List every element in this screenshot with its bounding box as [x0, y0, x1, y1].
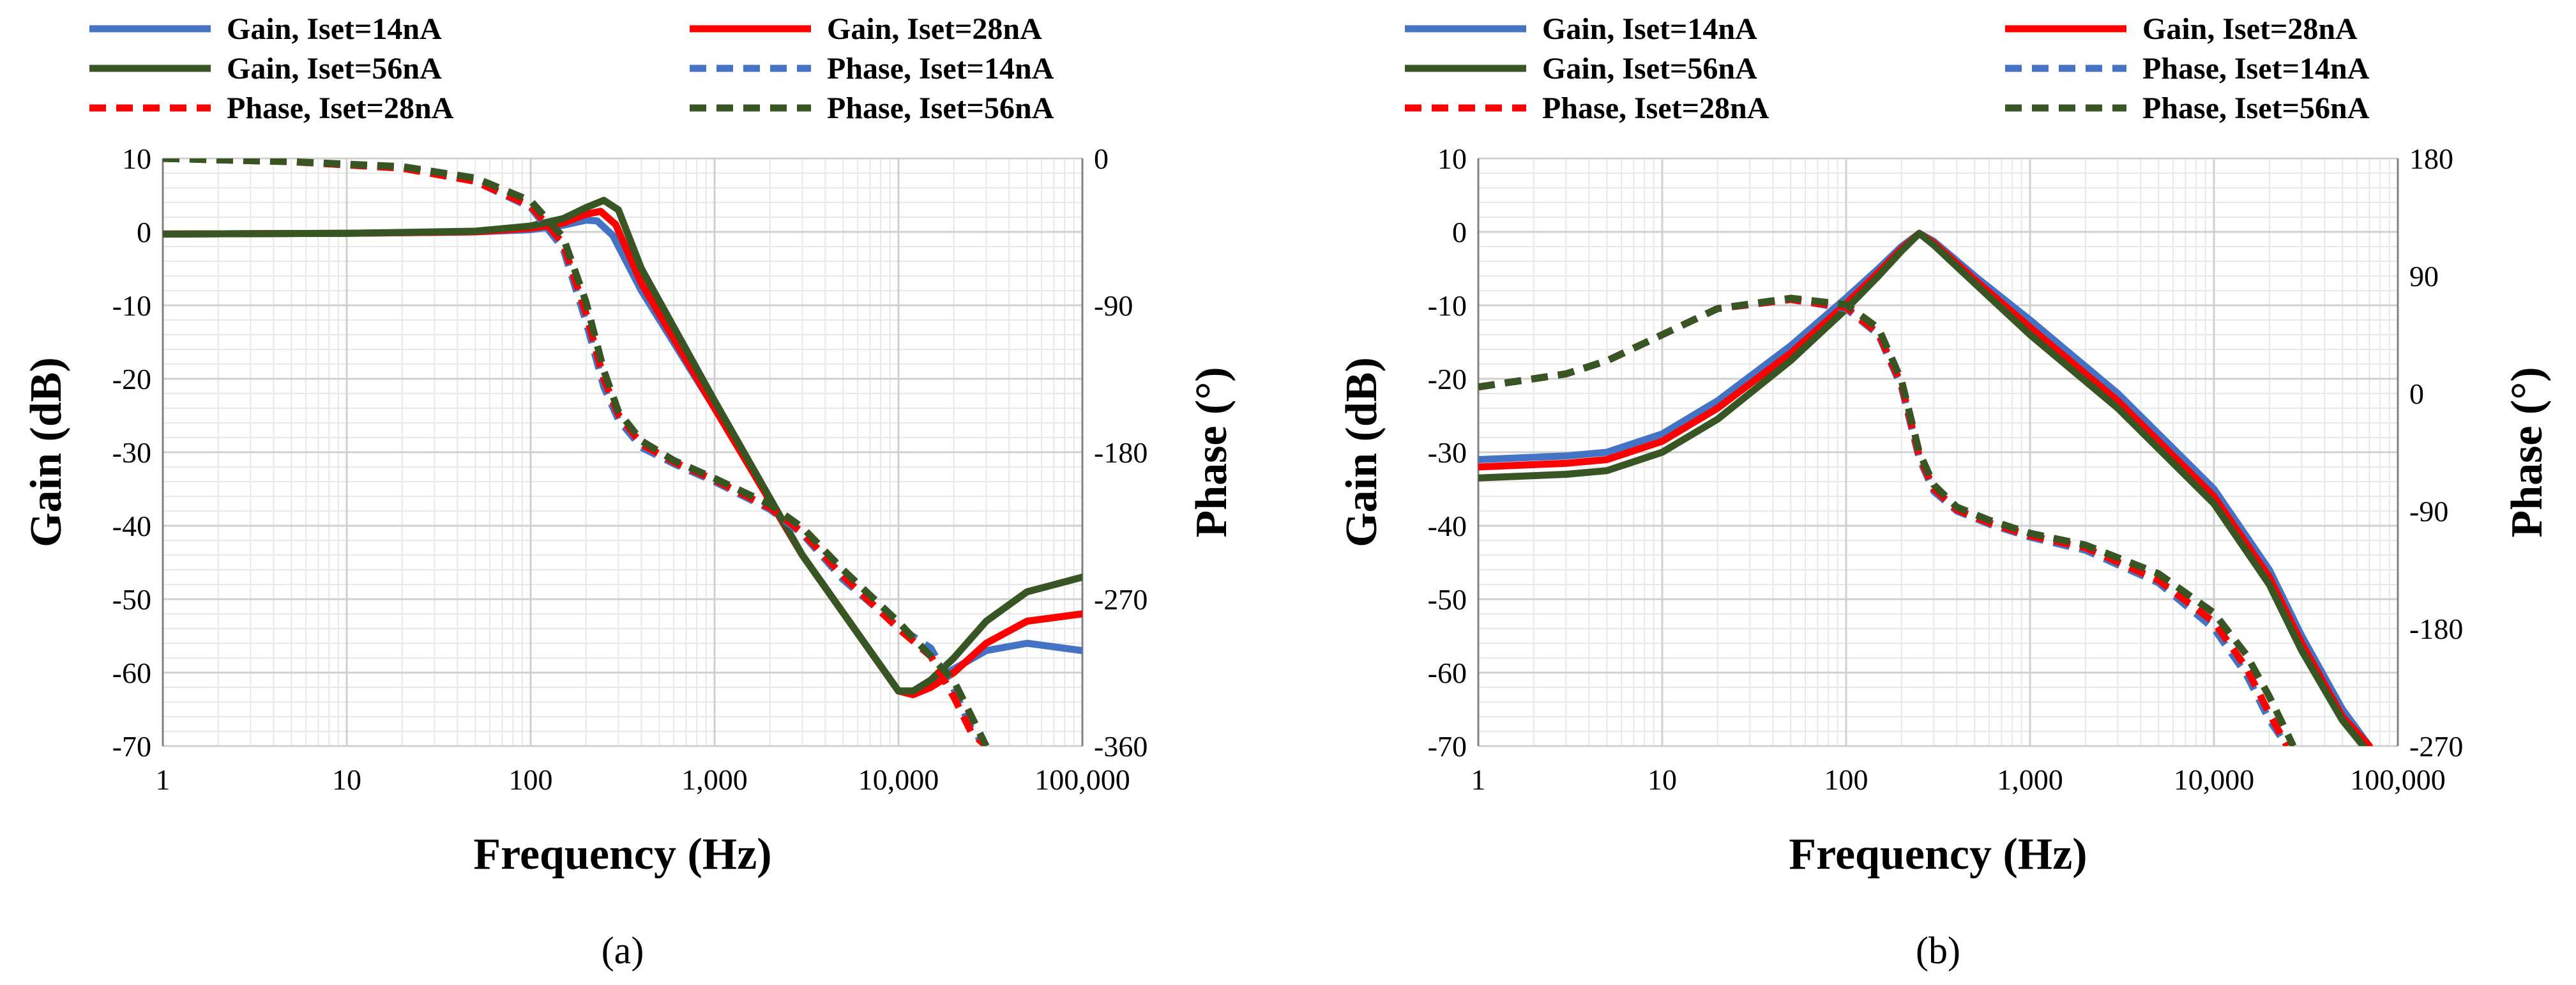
x-tick-label: 100,000 [1034, 763, 1130, 796]
x-tick-label: 10,000 [858, 763, 939, 796]
y-tick-label: -20 [112, 363, 151, 395]
y2-tick-label: 90 [2409, 260, 2439, 293]
chart-panel-b: -70 -60 -50 -40 -30 -20 -10 0 10 -270 -180 -90 0 90 18… [1337, 12, 2552, 879]
x-tick-label: 10 [1648, 763, 1677, 796]
y-tick-label: -10 [1428, 289, 1467, 322]
legend-label: Phase, Iset=56nA [827, 91, 1054, 125]
caption-a: (a) [602, 929, 644, 972]
x-tick-label: 1,000 [681, 763, 748, 796]
x-axis-title: Frequency (Hz) [1789, 830, 2087, 879]
legend-label: Gain, Iset=14nA [1542, 12, 1757, 46]
series-group [1478, 229, 2373, 746]
series-line-phase-iset-56na [1478, 294, 2297, 746]
legend-label: Gain, Iset=56nA [1542, 52, 1757, 86]
y-tick-label: 10 [122, 142, 151, 175]
y-tick-label: -50 [112, 583, 151, 616]
y-tick-label: 0 [137, 216, 151, 248]
y-tick-label: -10 [112, 289, 151, 322]
y-tick-label: -20 [1428, 363, 1467, 395]
series-group [163, 158, 1082, 746]
y2-axis-title: Phase (°) [1187, 367, 1236, 537]
chart-panel-a: -70 -60 -50 -40 -30 -20 -10 0 10 -360 -270 -180 -90 0… [22, 12, 1236, 879]
y-axis-title: Gain (dB) [1337, 357, 1386, 547]
legend-label: Gain, Iset=14nA [227, 12, 442, 46]
y-tick-label: -40 [112, 510, 151, 542]
legend-label: Phase, Iset=28nA [1542, 91, 1769, 125]
legend-label: Phase, Iset=56nA [2142, 91, 2370, 125]
legend-label: Gain, Iset=56nA [227, 52, 442, 86]
legend-label: Gain, Iset=28nA [2142, 12, 2358, 46]
y-tick-label: -70 [1428, 730, 1467, 763]
x-tick-label: 100,000 [2350, 763, 2446, 796]
x-tick-label: 100 [1824, 763, 1868, 796]
x-tick-label: 1 [156, 763, 170, 796]
x-tick-label: 100 [509, 763, 553, 796]
y2-tick-label: -90 [2409, 495, 2448, 528]
x-tick-label: 10,000 [2174, 763, 2255, 796]
y2-tick-label: 0 [1094, 142, 1109, 175]
legend-label: Phase, Iset=28nA [227, 91, 454, 125]
series-line-gain-iset-28na [1478, 229, 2373, 746]
x-tick-label: 10 [332, 763, 361, 796]
y2-tick-label: -180 [2409, 613, 2463, 645]
series-line-gain-iset-56na [163, 197, 1082, 695]
y2-tick-label: 180 [2409, 142, 2453, 175]
y2-tick-label: -180 [1094, 436, 1148, 469]
series-line-gain-iset-56na [1478, 229, 2368, 746]
series-line-phase-iset-56na [163, 158, 990, 746]
y-tick-label: -30 [112, 436, 151, 469]
y-tick-label: 10 [1437, 142, 1467, 175]
y-tick-label: -60 [1428, 657, 1467, 689]
y-tick-label: -30 [1428, 436, 1467, 469]
legend-label: Phase, Iset=14nA [827, 52, 1054, 86]
y-tick-label: -70 [112, 730, 151, 763]
y2-tick-label: -270 [1094, 583, 1148, 616]
y2-tick-label: 0 [2409, 378, 2424, 410]
x-tick-label: 1,000 [1997, 763, 2063, 796]
legend-label: Gain, Iset=28nA [827, 12, 1042, 46]
x-axis-title: Frequency (Hz) [473, 830, 771, 879]
y-tick-label: -60 [112, 657, 151, 689]
legend-label: Phase, Iset=14nA [2142, 52, 2370, 86]
y-tick-label: 0 [1452, 216, 1467, 248]
series-line-gain-iset-14na [1478, 229, 2373, 746]
y-tick-label: -50 [1428, 583, 1467, 616]
y2-tick-label: -270 [2409, 730, 2463, 763]
y2-tick-label: -90 [1094, 289, 1133, 322]
y-axis-title: Gain (dB) [22, 357, 71, 547]
caption-b: (b) [1916, 929, 1960, 972]
y2-tick-label: -360 [1094, 730, 1148, 763]
x-tick-label: 1 [1471, 763, 1486, 796]
y-tick-label: -40 [1428, 510, 1467, 542]
y2-axis-title: Phase (°) [2503, 367, 2552, 537]
